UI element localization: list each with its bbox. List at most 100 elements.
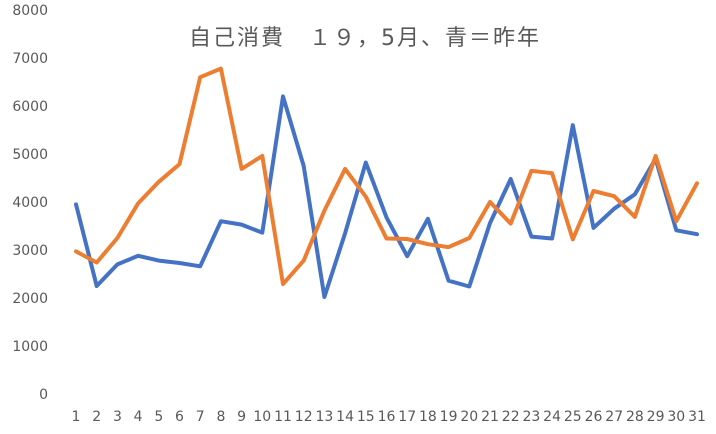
x-tick-label: 31 (688, 409, 706, 425)
data-point-series-1 (571, 123, 575, 127)
data-point-series-2 (509, 222, 513, 226)
x-tick-label: 4 (134, 409, 143, 425)
data-point-series-2 (74, 249, 78, 253)
series-line-1 (74, 94, 699, 299)
data-point-series-2 (550, 171, 554, 175)
y-tick-label: 5000 (12, 147, 48, 163)
data-point-series-1 (467, 284, 471, 288)
x-tick-label: 2 (92, 409, 101, 425)
data-point-series-1 (364, 161, 368, 165)
x-tick-label: 12 (295, 409, 313, 425)
x-tick-label: 5 (154, 409, 163, 425)
data-point-series-1 (343, 231, 347, 235)
x-tick-label: 10 (253, 409, 271, 425)
x-tick-label: 13 (315, 409, 333, 425)
y-tick-label: 8000 (12, 3, 48, 19)
data-point-series-2 (488, 200, 492, 204)
data-point-series-2 (260, 154, 264, 158)
data-point-series-1 (633, 192, 637, 196)
data-point-series-2 (322, 209, 326, 213)
data-point-series-1 (509, 177, 513, 181)
data-point-series-2 (385, 236, 388, 240)
data-point-series-2 (178, 162, 181, 166)
data-point-series-2 (95, 260, 99, 264)
x-tick-label: 8 (216, 409, 225, 425)
data-point-series-1 (385, 215, 388, 219)
data-point-series-1 (157, 259, 161, 263)
data-point-series-1 (695, 232, 699, 236)
data-point-series-1 (178, 261, 181, 265)
y-tick-label: 4000 (12, 195, 48, 211)
data-point-series-1 (260, 231, 264, 235)
data-point-series-2 (571, 237, 575, 241)
data-point-series-2 (447, 245, 451, 249)
data-point-series-1 (612, 207, 616, 211)
data-point-series-1 (592, 226, 595, 230)
data-point-series-1 (281, 94, 285, 98)
data-point-series-2 (654, 154, 658, 158)
data-point-series-2 (219, 67, 223, 71)
data-point-series-1 (550, 236, 554, 240)
data-point-series-1 (115, 262, 119, 266)
data-point-series-1 (219, 219, 223, 223)
data-point-series-2 (529, 169, 533, 173)
x-tick-label: 11 (274, 409, 292, 425)
data-point-series-1 (405, 254, 409, 258)
series-layer (74, 66, 699, 299)
y-tick-label: 2000 (12, 291, 48, 307)
x-tick-label: 18 (419, 409, 437, 425)
y-tick-label: 3000 (12, 243, 48, 259)
x-tick-label: 3 (113, 409, 122, 425)
data-point-series-2 (115, 236, 119, 240)
data-point-series-1 (447, 279, 451, 283)
x-tick-label: 17 (398, 409, 416, 425)
x-tick-label: 15 (357, 409, 375, 425)
x-tick-label: 26 (585, 409, 603, 425)
y-tick-label: 6000 (12, 99, 48, 115)
data-point-series-2 (281, 282, 285, 286)
data-point-series-1 (136, 254, 140, 258)
data-point-series-2 (240, 167, 244, 171)
data-point-series-2 (695, 181, 699, 185)
data-point-series-1 (95, 284, 99, 288)
x-tick-label: 25 (564, 409, 582, 425)
x-tick-label: 24 (543, 409, 561, 425)
data-point-series-2 (592, 189, 595, 193)
x-tick-label: 9 (237, 409, 246, 425)
x-tick-label: 20 (460, 409, 478, 425)
data-point-series-1 (74, 202, 78, 206)
data-point-series-2 (633, 215, 637, 219)
x-tick-label: 30 (667, 409, 685, 425)
data-point-series-2 (612, 194, 616, 198)
x-tick-label: 7 (196, 409, 205, 425)
series-line-2 (74, 66, 699, 287)
data-point-series-2 (157, 180, 161, 184)
data-point-series-2 (136, 201, 140, 205)
x-tick-label: 22 (502, 409, 520, 425)
x-tick-label: 29 (647, 409, 665, 425)
data-point-series-2 (426, 242, 430, 246)
x-tick-label: 21 (481, 409, 499, 425)
data-point-series-2 (674, 219, 678, 223)
data-point-series-2 (198, 75, 202, 79)
y-tick-label: 0 (39, 387, 48, 403)
data-point-series-1 (322, 295, 326, 299)
data-point-series-1 (198, 264, 202, 268)
data-point-series-2 (302, 259, 306, 263)
data-point-series-2 (405, 237, 409, 241)
data-point-series-1 (488, 221, 492, 225)
y-tick-label: 7000 (12, 51, 48, 67)
data-point-series-2 (364, 195, 368, 199)
x-tick-label: 23 (522, 409, 540, 425)
data-point-series-1 (674, 228, 678, 232)
data-point-series-2 (467, 236, 471, 240)
x-tick-label: 27 (605, 409, 623, 425)
x-tick-label: 16 (378, 409, 396, 425)
data-point-series-1 (426, 217, 430, 221)
data-point-series-1 (302, 164, 306, 168)
x-tick-label: 14 (336, 409, 354, 425)
y-tick-label: 1000 (12, 339, 48, 355)
x-tick-label: 28 (626, 409, 644, 425)
